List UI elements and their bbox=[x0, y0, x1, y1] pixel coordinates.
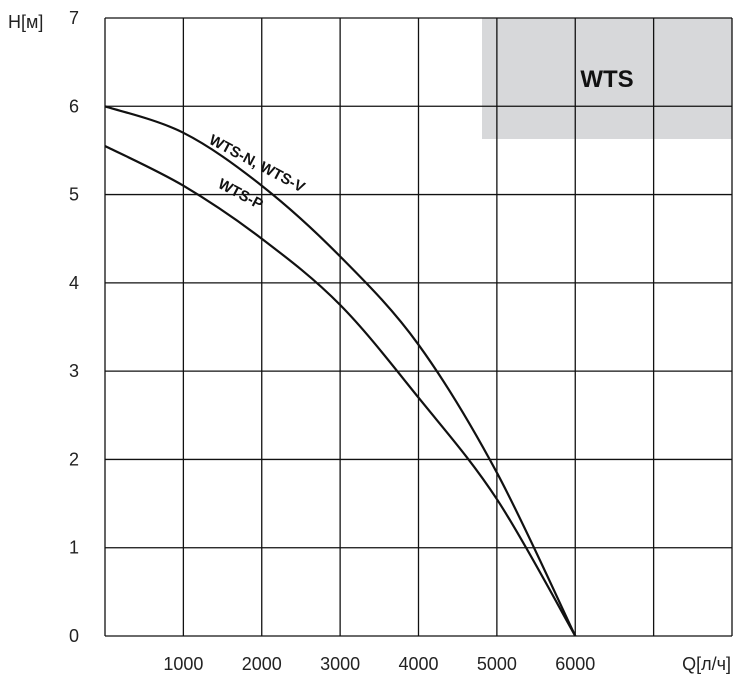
y-axis-title: H[м] bbox=[8, 12, 43, 32]
y-tick-label: 0 bbox=[69, 626, 79, 646]
x-tick-label: 3000 bbox=[320, 654, 360, 674]
x-tick-label: 2000 bbox=[242, 654, 282, 674]
series-line-2 bbox=[104, 145, 577, 637]
y-tick-labels: 0 1 2 3 4 5 6 7 bbox=[69, 8, 79, 646]
series-line-1 bbox=[104, 105, 577, 637]
badge-label: WTS bbox=[580, 66, 633, 93]
x-tick-label: 1000 bbox=[163, 654, 203, 674]
series-curves bbox=[104, 105, 577, 637]
x-tick-label: 6000 bbox=[555, 654, 595, 674]
series-label-wts-p: WTS-P bbox=[215, 176, 266, 214]
x-tick-label: 4000 bbox=[398, 654, 438, 674]
x-tick-label: 5000 bbox=[477, 654, 517, 674]
y-tick-label: 7 bbox=[69, 8, 79, 28]
y-tick-label: 3 bbox=[69, 361, 79, 381]
y-tick-label: 1 bbox=[69, 538, 79, 558]
y-tick-label: 6 bbox=[69, 96, 79, 116]
x-axis-title: Q[л/ч] bbox=[682, 654, 731, 674]
grid-lines bbox=[104, 17, 733, 637]
x-tick-labels: 1000 2000 3000 4000 5000 6000 bbox=[163, 654, 595, 674]
badge-box bbox=[482, 18, 732, 139]
y-tick-label: 5 bbox=[69, 185, 79, 205]
y-tick-label: 4 bbox=[69, 273, 79, 293]
y-tick-label: 2 bbox=[69, 449, 79, 469]
